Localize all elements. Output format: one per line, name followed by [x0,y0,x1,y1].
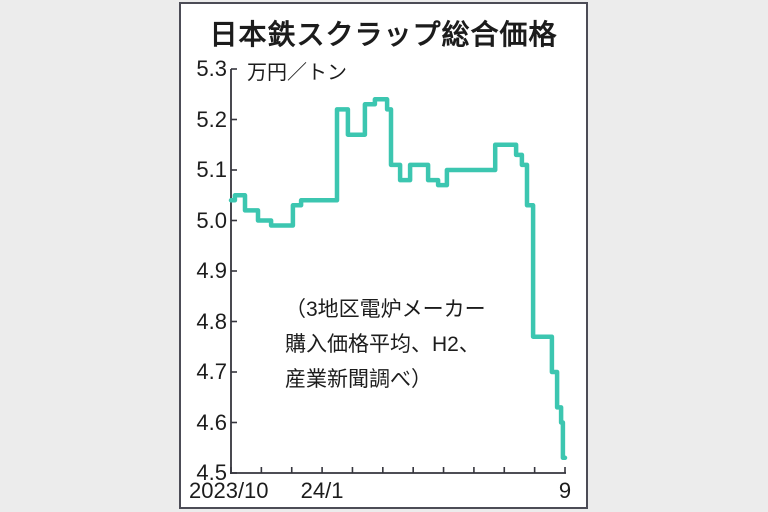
x-axis-tick-label: 9 [558,478,572,503]
y-axis-tick-label: 4.7 [196,359,227,384]
chart-title: 日本鉄スクラップ総合価格 [209,19,558,50]
annotation-line-3: 産業新聞調べ） [285,368,432,391]
price-step-line [228,97,568,461]
y-axis-tick-label: 5.1 [196,157,227,182]
annotation-line-1: （3地区電炉メーカー [285,298,486,321]
x-axis-tick-label: 2023/10 [189,478,269,503]
y-axis-tick-label: 4.5 [196,460,227,485]
chart-axes [230,68,567,474]
y-axis-tick-label: 5.2 [196,106,227,132]
annotation-line-2: 購入価格平均、H2、 [285,333,480,356]
source-annotation: （3地区電炉メーカー 購入価格平均、H2、 産業新聞調べ） [285,292,486,397]
x-axis-tick-label: 24/1 [300,478,344,503]
y-axis-unit-label: 万円／トン [247,62,347,84]
y-axis-tick-label: 4.6 [196,409,227,435]
price-chart-svg [228,68,568,474]
y-axis-tick-label: 5.3 [196,56,227,81]
y-axis-tick-label: 4.9 [196,258,227,283]
y-axis-tick-label: 5.0 [196,207,227,233]
y-axis-tick-label: 4.8 [196,308,227,334]
chart-figure: 日本鉄スクラップ総合価格 万円／トン 5.3 5.2 5.1 5.0 4.9 4.8 4.7… [179,2,588,509]
